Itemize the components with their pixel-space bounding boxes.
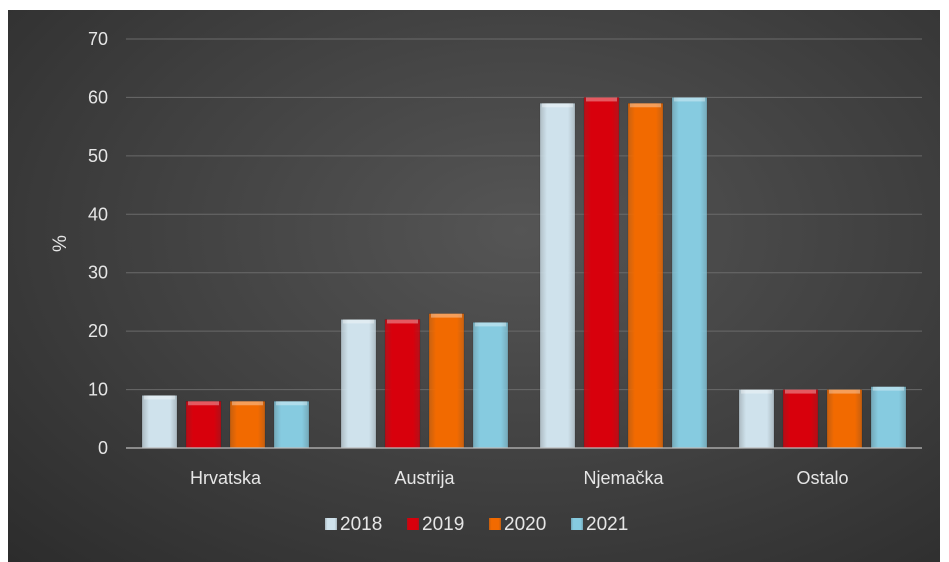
bar-2020-hrvatska <box>229 401 266 449</box>
legend-swatch-2018 <box>325 518 337 530</box>
category-label: Ostalo <box>796 468 848 488</box>
bar-2021-njemačka <box>671 97 708 449</box>
bar-highlight <box>829 389 860 394</box>
y-tick-label: 20 <box>88 321 108 341</box>
bar-2021-austrija <box>472 322 509 449</box>
bar-2019-hrvatska <box>185 401 222 449</box>
y-tick-label: 0 <box>98 438 108 458</box>
y-tick-label: 40 <box>88 204 108 224</box>
legend-swatch-2021 <box>571 518 583 530</box>
bar-highlight <box>343 319 374 324</box>
bar-highlight <box>276 401 307 406</box>
bar-highlight <box>475 322 506 327</box>
bar-2019-ostalo <box>782 389 819 449</box>
y-tick-label: 30 <box>88 263 108 283</box>
bars <box>141 97 907 449</box>
bar-highlight <box>785 389 816 394</box>
bar-2018-ostalo <box>738 389 775 449</box>
category-labels: Hrvatska Austrija Njemačka Ostalo <box>190 468 849 488</box>
bar-highlight <box>741 389 772 394</box>
bar-2020-njemačka <box>627 103 664 449</box>
bar-highlight <box>674 97 705 102</box>
y-tick-label: 10 <box>88 380 108 400</box>
bar-2019-njemačka <box>583 97 620 449</box>
category-label: Austrija <box>394 468 455 488</box>
bar-2021-hrvatska <box>273 401 310 449</box>
bar-highlight <box>586 97 617 102</box>
bar-2021-ostalo <box>870 386 907 449</box>
bar-2020-ostalo <box>826 389 863 449</box>
y-tick-label: 60 <box>88 87 108 107</box>
chart-frame <box>8 10 940 562</box>
category-label: Hrvatska <box>190 468 262 488</box>
legend-label: 2021 <box>586 514 628 535</box>
bar-highlight <box>873 386 904 391</box>
legend-swatch-2019 <box>407 518 419 530</box>
bar-2019-austrija <box>384 319 421 449</box>
category-label: Njemačka <box>583 468 664 488</box>
y-axis-label: % <box>50 235 71 252</box>
bar-2020-austrija <box>428 313 465 449</box>
bar-highlight <box>542 103 573 108</box>
bar-2018-hrvatska <box>141 395 178 449</box>
legend-label: 2019 <box>422 514 464 535</box>
legend-label: 2020 <box>504 514 546 535</box>
bar-highlight <box>431 313 462 318</box>
legend: 2018 2019 2020 2021 <box>325 514 628 535</box>
bar-2018-austrija <box>340 319 377 449</box>
legend-label: 2018 <box>340 514 382 535</box>
legend-swatch-2020 <box>489 518 501 530</box>
y-axis-ticks: 0 10 20 30 40 50 60 70 <box>88 29 108 458</box>
bar-highlight <box>144 395 175 400</box>
bar-highlight <box>387 319 418 324</box>
y-tick-label: 70 <box>88 29 108 49</box>
bar-2018-njemačka <box>539 103 576 449</box>
gridlines <box>126 38 922 391</box>
bar-highlight <box>630 103 661 108</box>
y-tick-label: 50 <box>88 146 108 166</box>
bar-highlight <box>188 401 219 406</box>
bar-highlight <box>232 401 263 406</box>
